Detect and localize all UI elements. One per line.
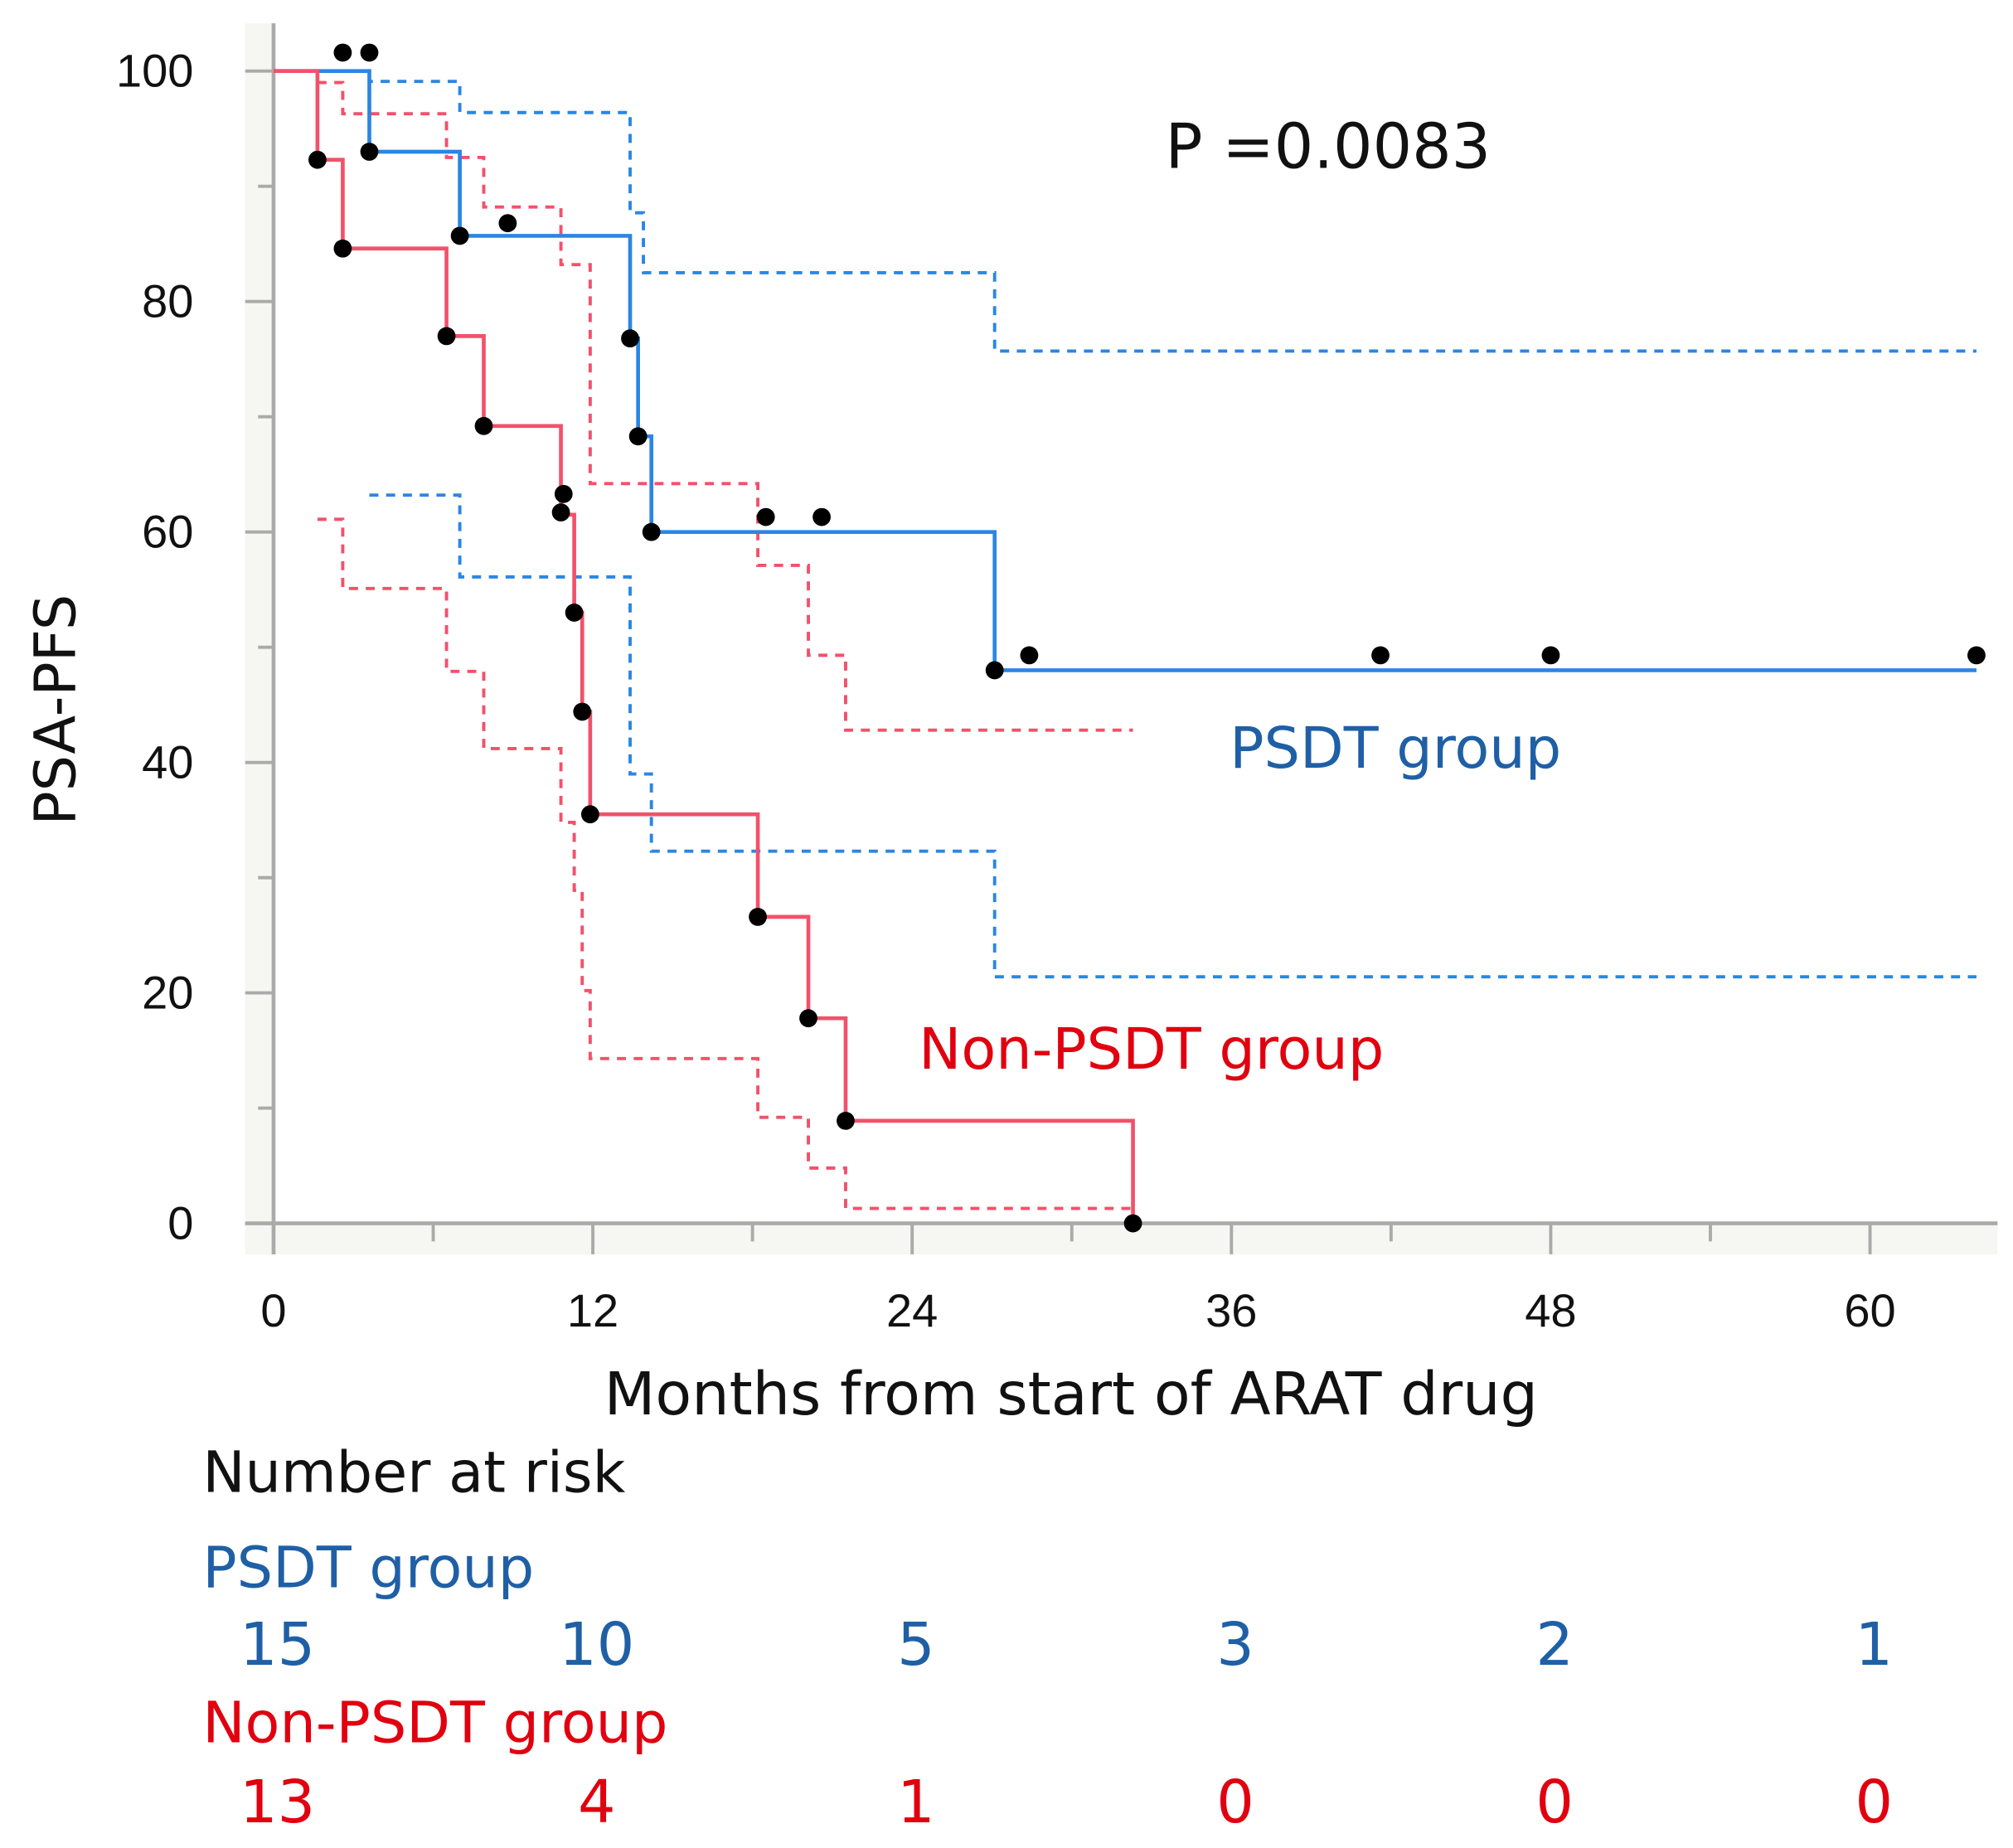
x-tick-label: 60	[1844, 1284, 1895, 1336]
y-tick-label: 80	[142, 274, 193, 327]
y-tick-label: 60	[142, 505, 193, 557]
y-tick-label: 20	[142, 966, 193, 1018]
non_psdt-event-point	[799, 1009, 817, 1028]
psdt-event-point	[642, 522, 661, 541]
y-tick-label: 100	[116, 44, 193, 96]
psdt-event-point	[450, 226, 469, 245]
non_psdt-event-point	[333, 239, 352, 258]
x-tick-label: 0	[260, 1284, 286, 1336]
risk-row-non-psdt-label: Non-PSDT group	[202, 1690, 667, 1756]
risk-count: 4	[578, 1768, 616, 1836]
psdt-event-point	[628, 427, 648, 446]
psdt-censor-mark	[360, 43, 379, 62]
risk-count: 1	[897, 1768, 935, 1836]
risk-count: 3	[1216, 1610, 1254, 1679]
risk-count: 13	[240, 1768, 315, 1836]
x-tick-label: 48	[1525, 1284, 1576, 1336]
non_psdt-event-point	[580, 805, 599, 824]
non_psdt-event-point	[308, 150, 327, 169]
risk-count: 0	[1855, 1768, 1893, 1836]
risk-count: 2	[1535, 1610, 1574, 1679]
psdt-event-point	[360, 143, 379, 161]
x-tick-label: 36	[1205, 1284, 1257, 1336]
psdt-ci-upper	[273, 69, 1977, 353]
x-axis-title: Months from start of ARAT drug	[604, 1360, 1538, 1428]
y-tick-label: 40	[142, 735, 193, 788]
non_psdt-ci-lower	[317, 517, 1133, 1210]
non_psdt-censor-mark	[554, 484, 573, 503]
risk-count: 5	[897, 1610, 935, 1679]
psdt-censor-mark	[1020, 646, 1039, 665]
psdt-censor-mark	[498, 214, 517, 233]
psdt-event-point	[985, 661, 1004, 680]
non_psdt-event-point	[749, 907, 767, 926]
risk-row-psdt-label: PSDT group	[202, 1535, 534, 1601]
non_psdt-event-point	[474, 416, 493, 435]
psdt-censor-mark	[1371, 646, 1390, 665]
p-value-annotation: P =0.0083	[1165, 110, 1491, 182]
x-tick-label: 12	[567, 1284, 618, 1336]
psdt-survival-curve	[273, 69, 1977, 672]
non_psdt-event-point	[837, 1111, 855, 1130]
risk-count: 0	[1216, 1768, 1254, 1836]
non-psdt-curve-label: Non-PSDT group	[919, 1016, 1384, 1083]
psdt-censor-mark	[333, 43, 352, 62]
psdt-censor-mark	[812, 507, 831, 526]
psdt-censor-mark	[1967, 646, 1986, 665]
non_psdt-event-point	[437, 327, 456, 346]
psdt-censor-mark	[1541, 646, 1560, 665]
non_psdt-event-point	[1123, 1214, 1142, 1233]
non_psdt-event-point	[573, 702, 592, 721]
y-axis-band	[245, 23, 274, 1254]
y-tick-label: 0	[167, 1196, 193, 1249]
psdt-censor-mark	[756, 507, 775, 526]
non_psdt-event-point	[551, 503, 570, 521]
x-tick-label: 24	[886, 1284, 938, 1336]
risk-count: 10	[559, 1610, 634, 1679]
non_psdt-ci-upper	[317, 80, 1133, 732]
psdt-curve-label: PSDT group	[1230, 715, 1561, 782]
x-axis-band	[245, 1223, 1998, 1254]
risk-count: 0	[1535, 1768, 1574, 1836]
risk-count: 15	[240, 1610, 315, 1679]
y-axis-title: PSA-PFS	[22, 594, 89, 826]
non_psdt-event-point	[565, 604, 584, 622]
risk-count: 1	[1855, 1610, 1893, 1679]
psdt-event-point	[621, 329, 639, 348]
psdt-ci-lower	[369, 493, 1977, 979]
risk-table-title: Number at risk	[202, 1439, 625, 1506]
